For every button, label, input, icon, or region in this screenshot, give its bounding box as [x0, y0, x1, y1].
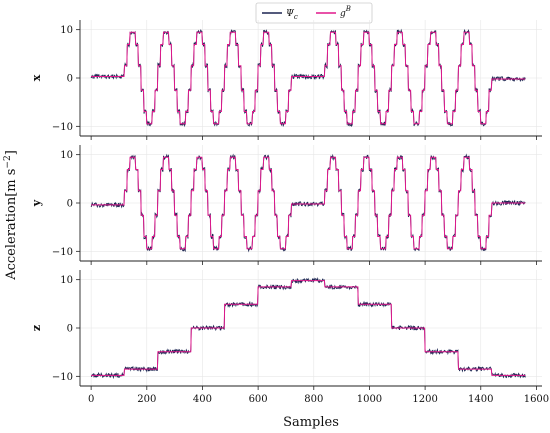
- y-tick-label: 10: [60, 150, 73, 161]
- x-tick-label: 1600: [524, 394, 549, 405]
- legend-g-superscript: B: [345, 5, 351, 13]
- y-axis-title-close: ]: [4, 150, 19, 155]
- series-g-line: [91, 31, 526, 125]
- panel-label-z: z: [30, 325, 43, 331]
- y-axis-title-unit: [m s: [4, 169, 19, 197]
- series-g-line: [91, 280, 526, 376]
- y-axis-title-quantity: Acceleration: [4, 196, 19, 281]
- y-tick-label: 10: [60, 25, 73, 36]
- x-tick-label: 0: [88, 394, 94, 405]
- series-g-line: [91, 156, 526, 250]
- panel-x: −10 0 10 x: [30, 20, 542, 140]
- y-tick-label: 0: [67, 74, 73, 85]
- x-tick-label: 800: [304, 394, 323, 405]
- legend-psi-name: Ψ: [286, 9, 295, 19]
- legend-g-name: g: [340, 9, 346, 19]
- y-axis-title: Acceleration[m s−2]: [3, 150, 19, 281]
- panel-label-x: x: [30, 74, 43, 81]
- x-tick-label: 1400: [468, 394, 493, 405]
- panel-label-y: y: [30, 199, 43, 207]
- panel-y: −10 0 10 y: [30, 145, 542, 265]
- y-axis-title-exponent: −2: [3, 155, 13, 168]
- x-tick-label: 1200: [412, 394, 437, 405]
- x-tick-label: 1000: [357, 394, 382, 405]
- legend: Ψc gB: [255, 2, 373, 24]
- y-tick-label: 0: [67, 199, 73, 210]
- x-tick-label: 200: [137, 394, 156, 405]
- y-tick-label: −10: [52, 247, 73, 258]
- y-tick-label: 10: [60, 275, 73, 286]
- y-tick-label: −10: [52, 372, 73, 383]
- legend-label-psi: Ψc: [286, 9, 298, 21]
- x-axis-title: Samples: [283, 415, 339, 430]
- legend-psi-subscript: c: [294, 13, 298, 21]
- x-tick-label: 600: [249, 394, 268, 405]
- legend-label-g: gB: [340, 5, 351, 19]
- x-tick-label: 400: [193, 394, 212, 405]
- y-tick-label: −10: [52, 122, 73, 133]
- y-tick-label: 0: [67, 324, 73, 335]
